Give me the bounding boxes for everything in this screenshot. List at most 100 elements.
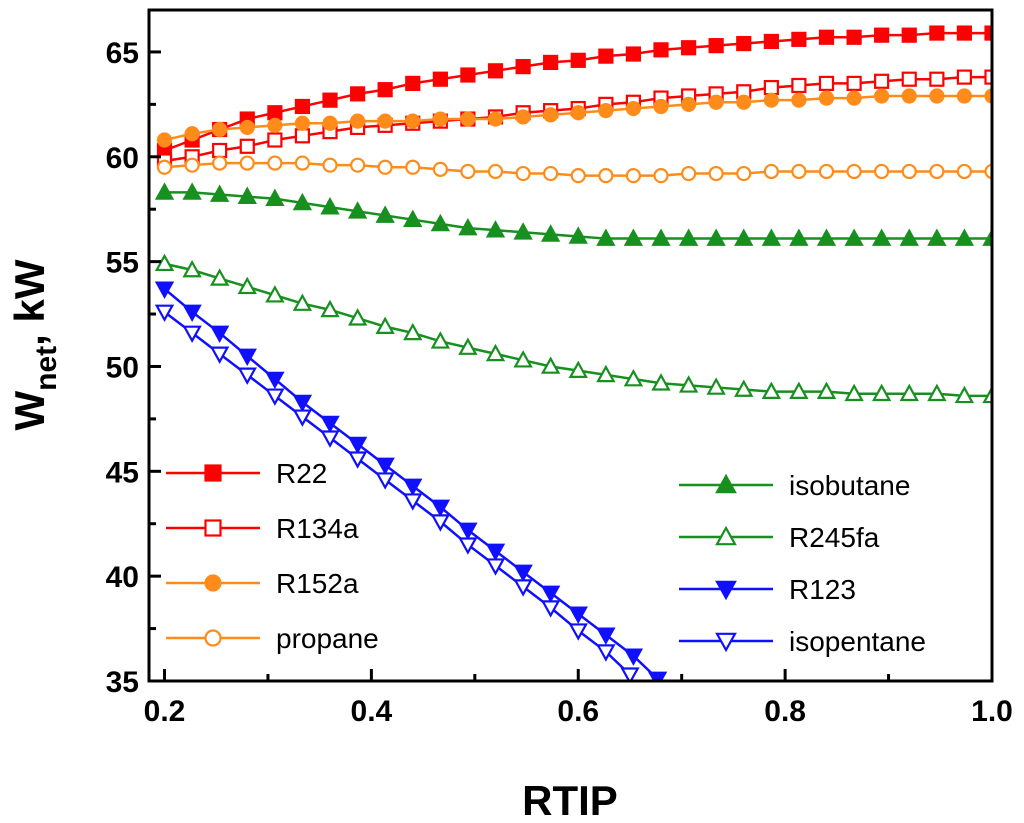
data-point: [209, 268, 230, 286]
data-point: [294, 98, 310, 115]
data-point: [623, 368, 644, 387]
data-point: [954, 228, 975, 246]
series-r123: [154, 281, 668, 681]
data-point: [954, 385, 975, 404]
data-point: [460, 163, 476, 180]
data-point: [816, 381, 837, 399]
data-point: [292, 293, 313, 311]
data-point: [239, 138, 255, 154]
data-point: [265, 188, 285, 207]
data-point: [320, 415, 340, 434]
data-point: [292, 192, 313, 211]
data-point: [320, 430, 340, 448]
legend-label: R152a: [276, 568, 359, 599]
data-point: [789, 228, 809, 246]
data-point: [846, 163, 862, 180]
data-point: [846, 29, 862, 45]
data-point: [791, 77, 807, 94]
data-point: [901, 71, 917, 87]
data-point: [322, 115, 338, 131]
x-tick-label: 0.4: [351, 695, 393, 728]
legend-marker: [715, 473, 737, 494]
data-point: [403, 493, 423, 511]
data-point: [653, 98, 669, 115]
data-point: [927, 383, 947, 402]
data-point: [708, 38, 724, 54]
series-propane: [156, 155, 992, 184]
data-point: [239, 155, 255, 171]
data-point: [818, 29, 835, 45]
data-point: [375, 472, 395, 490]
y-tick-label: 65: [106, 37, 139, 70]
data-point: [458, 537, 478, 555]
y-axis-title: Wnet, kW: [6, 259, 63, 430]
data-point: [182, 304, 202, 323]
series-layer: [154, 25, 992, 681]
data-point: [320, 197, 340, 215]
data-point: [929, 25, 945, 41]
data-point: [984, 25, 992, 41]
data-point: [405, 113, 421, 129]
legend-label: R245fa: [789, 522, 880, 553]
x-tick-label: 0.8: [764, 695, 806, 728]
y-tick-label: 55: [106, 247, 139, 280]
data-point: [350, 113, 366, 129]
data-point: [322, 92, 338, 108]
data-point: [568, 606, 588, 624]
y-tick-label: 40: [106, 561, 139, 594]
legend-right: isobutane R245fa R123 isopentane: [679, 470, 926, 657]
x-tick-label: 1.0: [971, 695, 1013, 728]
data-point: [625, 100, 641, 117]
x-tick-label: 0.2: [144, 695, 186, 728]
data-point: [432, 71, 448, 87]
data-point: [347, 201, 368, 219]
legend-entry: R22: [166, 458, 327, 489]
legend-marker: [715, 525, 737, 546]
legend-label: R22: [276, 458, 327, 489]
data-point: [540, 356, 561, 374]
data-point: [874, 27, 890, 43]
data-point: [485, 343, 506, 362]
data-point: [487, 163, 504, 180]
data-point: [596, 644, 616, 662]
legend-left: R22 R134a R152a propane: [166, 458, 379, 654]
data-point: [209, 325, 230, 343]
data-point: [294, 128, 310, 144]
data-point: [322, 157, 338, 173]
data-point: [570, 168, 586, 184]
data-point: [375, 205, 395, 223]
legend-marker: [715, 632, 737, 653]
data-point: [929, 163, 945, 180]
data-point: [706, 228, 726, 246]
data-point: [708, 94, 724, 110]
data-point: [460, 67, 476, 83]
data-point: [568, 226, 588, 244]
data-point: [513, 564, 533, 583]
y-tick-label: 35: [106, 666, 139, 699]
y-axis-ticks: 35 40 45 50 55 60 65: [106, 37, 161, 699]
data-point: [899, 228, 919, 246]
data-point: [818, 90, 835, 106]
y-tick-label: 60: [106, 142, 139, 175]
data-point: [540, 585, 561, 603]
data-point: [267, 132, 283, 148]
data-point: [706, 377, 726, 395]
data-point: [678, 228, 699, 246]
data-point: [540, 600, 561, 618]
data-point: [651, 373, 671, 391]
legend-entry: R123: [679, 574, 856, 605]
data-point: [182, 259, 202, 278]
data-point: [432, 161, 448, 177]
data-point: [460, 111, 476, 127]
data-point: [982, 385, 992, 404]
data-point: [209, 346, 230, 364]
data-point: [901, 27, 917, 43]
data-point: [184, 157, 200, 173]
data-point: [267, 105, 283, 121]
x-axis-title: RTIP: [522, 777, 618, 823]
data-point: [347, 451, 368, 469]
data-point: [265, 371, 285, 390]
legend-entry: R134a: [166, 513, 359, 544]
data-point: [901, 88, 917, 104]
